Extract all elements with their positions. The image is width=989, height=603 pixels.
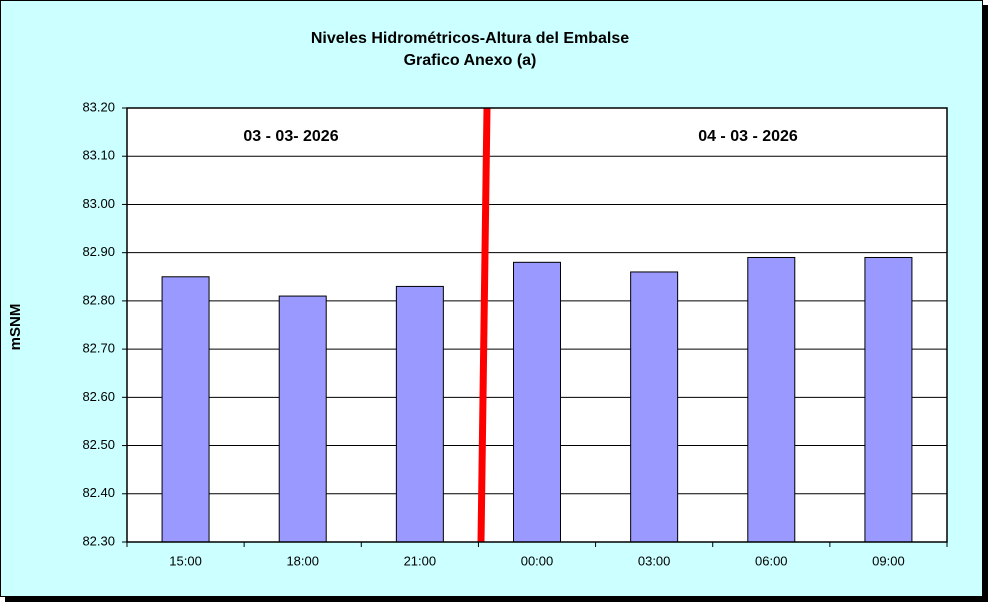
bar — [161, 276, 210, 543]
x-tick-label: 00:00 — [521, 553, 554, 568]
bar — [513, 261, 561, 543]
y-tick-label: 83.00 — [82, 196, 115, 211]
date-divider — [477, 107, 491, 543]
y-tick-label: 82.30 — [82, 533, 115, 548]
y-tick-label: 83.20 — [82, 99, 115, 114]
x-tick-label: 06:00 — [755, 553, 788, 568]
bar — [864, 256, 913, 543]
plot-border — [126, 107, 948, 543]
bar — [747, 256, 796, 543]
annotation: 03 - 03- 2026 — [243, 128, 338, 145]
y-tick-label: 82.80 — [82, 292, 115, 307]
x-tick-label: 15:00 — [169, 553, 202, 568]
x-tick-label: 21:00 — [404, 553, 437, 568]
bar — [278, 295, 327, 543]
bar — [395, 285, 444, 543]
y-tick-label: 82.40 — [82, 485, 115, 500]
y-tick-label: 83.10 — [82, 148, 115, 163]
y-tick-label: 82.50 — [82, 437, 115, 452]
chart-subtitle: Grafico Anexo (a) — [404, 52, 537, 69]
y-axis-label: mSNM — [7, 304, 24, 351]
x-tick-label: 03:00 — [638, 553, 671, 568]
y-tick-label: 82.60 — [82, 389, 115, 404]
y-tick-label: 82.70 — [82, 341, 115, 356]
x-tick-label: 18:00 — [286, 553, 319, 568]
bar — [630, 271, 679, 543]
y-tick-label: 82.90 — [82, 244, 115, 259]
chart-title: Niveles Hidrométricos-Altura del Embalse — [311, 30, 629, 47]
x-tick-label: 09:00 — [872, 553, 905, 568]
annotation: 04 - 03 - 2026 — [698, 128, 798, 145]
